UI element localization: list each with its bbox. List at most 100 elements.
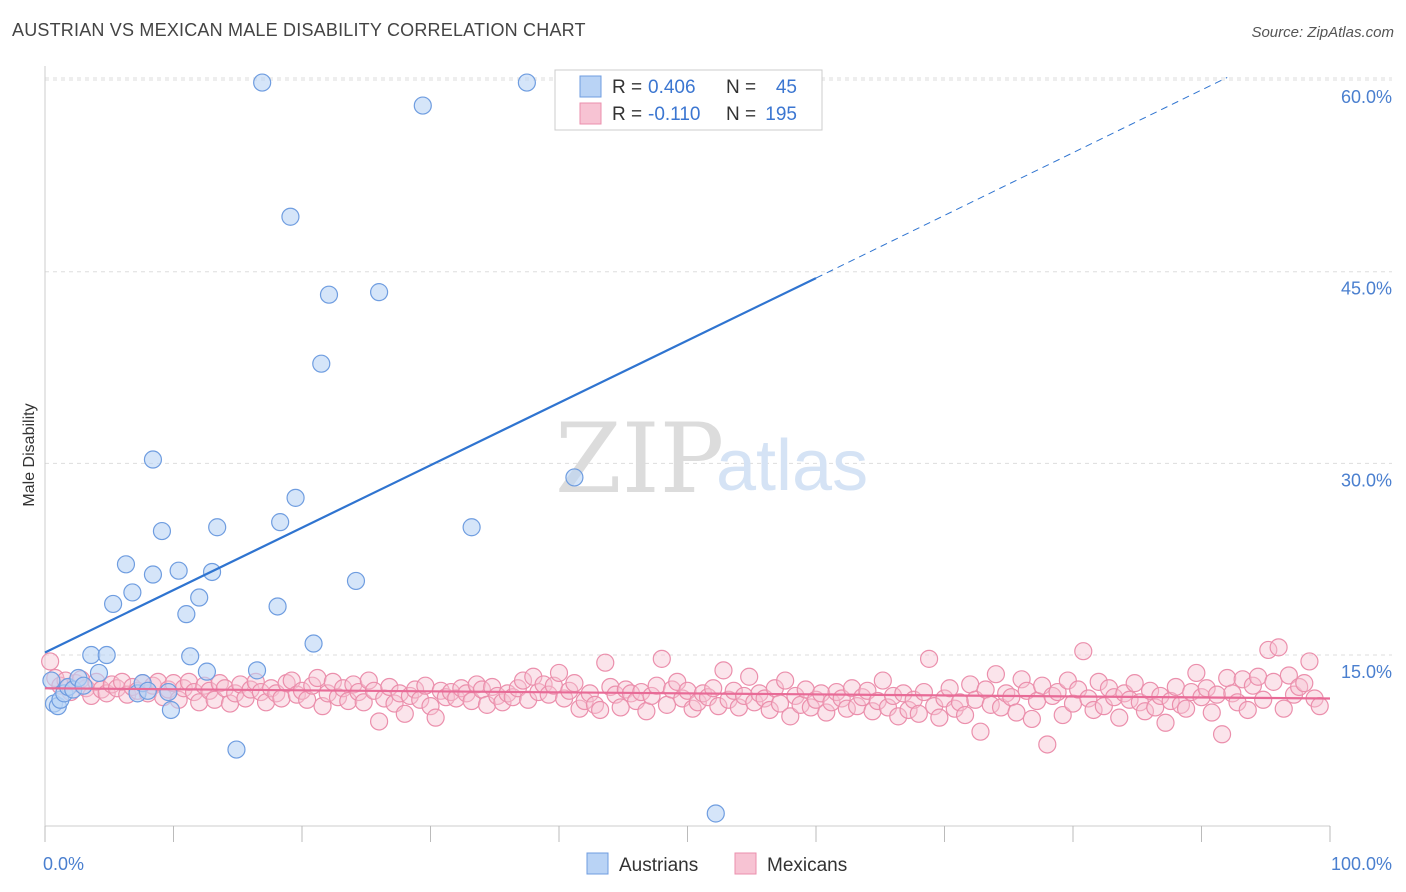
mexicans-point bbox=[986, 665, 1006, 684]
austrians-point bbox=[74, 676, 93, 695]
watermark-zip: ZIP bbox=[555, 403, 724, 515]
mexicans-point bbox=[652, 649, 671, 668]
mexicans-point bbox=[760, 700, 779, 720]
mexicans-point bbox=[930, 708, 949, 727]
mexicans-point bbox=[1248, 667, 1268, 686]
mexicans-point bbox=[1202, 703, 1221, 722]
mexicans-point bbox=[611, 698, 630, 717]
mexicans-point bbox=[1279, 666, 1298, 685]
mexicans-point bbox=[657, 695, 677, 714]
austrians-points bbox=[42, 73, 725, 823]
mexicans-point bbox=[878, 698, 898, 717]
mexicans-point bbox=[1156, 713, 1175, 732]
mexicans-point bbox=[405, 680, 425, 699]
austrians-point bbox=[190, 588, 209, 607]
mexicans-point bbox=[714, 661, 733, 680]
mexicans-point bbox=[513, 671, 533, 690]
legend-n-label-mexicans: N = bbox=[726, 104, 756, 125]
mexicans-point bbox=[1166, 677, 1185, 697]
source-label: Source: ZipAtlas.com bbox=[1251, 24, 1394, 41]
mexicans-point bbox=[447, 689, 466, 708]
y-tick-label-45: 45.0% bbox=[1341, 279, 1392, 299]
mexicans-point bbox=[205, 690, 224, 709]
mexicans-point bbox=[1212, 725, 1232, 744]
mexicans-point bbox=[231, 675, 250, 694]
austrians-point bbox=[104, 594, 123, 614]
mexicans-point bbox=[251, 682, 270, 702]
austrians-point bbox=[281, 207, 300, 226]
mexicans-point bbox=[971, 722, 990, 741]
austrians-point bbox=[181, 647, 200, 666]
mexicans-point bbox=[272, 689, 291, 708]
mexicans-point bbox=[1089, 672, 1108, 691]
austrians-point bbox=[169, 561, 188, 580]
mexicans-point bbox=[539, 685, 558, 704]
mexicans-point bbox=[421, 697, 440, 716]
series-legend: Austrians Mexicans bbox=[586, 852, 847, 876]
mexicans-point bbox=[1300, 652, 1319, 671]
mexicans-point bbox=[740, 667, 759, 686]
austrians-trend-extension bbox=[815, 77, 1228, 279]
mexicans-point bbox=[477, 695, 497, 714]
mexicans-point bbox=[1187, 663, 1206, 683]
series-legend-austrians: Austrians bbox=[619, 855, 698, 876]
mexicans-point bbox=[1218, 668, 1237, 688]
legend-n-austrians: 45 bbox=[776, 77, 797, 98]
mexicans-point bbox=[41, 652, 60, 671]
austrians-point bbox=[82, 645, 101, 665]
mexicans-point bbox=[668, 672, 687, 691]
austrians-point bbox=[286, 488, 305, 507]
mexicans-point bbox=[395, 704, 414, 723]
mexicans-point bbox=[1079, 689, 1098, 708]
mexicans-point bbox=[1074, 642, 1093, 661]
mexicans-point bbox=[1022, 709, 1041, 729]
series-legend-swatch-mexicans bbox=[734, 852, 757, 875]
austrians-point bbox=[462, 518, 481, 537]
austrians-point bbox=[517, 73, 536, 92]
mexicans-point bbox=[1310, 697, 1329, 716]
mexicans-point bbox=[863, 702, 882, 721]
mexicans-point bbox=[349, 682, 368, 702]
austrians-point bbox=[152, 521, 172, 541]
mexicans-point bbox=[256, 693, 276, 712]
austrians-point bbox=[565, 468, 584, 487]
mexicans-point bbox=[637, 702, 656, 721]
mexicans-point bbox=[1053, 705, 1072, 725]
austrians-point bbox=[143, 565, 163, 584]
mexicans-point bbox=[1135, 702, 1155, 721]
mexicans-point bbox=[210, 674, 229, 693]
austrians-point bbox=[138, 681, 157, 700]
watermark-atlas: atlas bbox=[716, 426, 868, 506]
austrians-point bbox=[271, 513, 290, 532]
mexicans-point bbox=[1146, 698, 1165, 717]
legend-r-mexicans: -0.110 bbox=[648, 104, 700, 125]
chart-title: AUSTRIAN VS MEXICAN MALE DISABILITY CORR… bbox=[12, 20, 586, 40]
mexicans-point bbox=[585, 695, 605, 714]
mexicans-point bbox=[925, 697, 944, 716]
gridlines bbox=[45, 77, 1392, 656]
austrians-point bbox=[268, 597, 287, 616]
mexicans-point bbox=[709, 697, 728, 716]
mexicans-point bbox=[909, 704, 928, 723]
austrians-point bbox=[159, 682, 178, 702]
mexicans-point bbox=[1151, 686, 1170, 706]
legend-swatch-mexicans bbox=[579, 102, 602, 125]
mexicans-point bbox=[642, 686, 661, 706]
austrians-point bbox=[161, 700, 181, 720]
x-tick-label-start: 0.0% bbox=[43, 854, 84, 874]
mexicans-point bbox=[190, 693, 209, 712]
mexicans-point bbox=[1002, 688, 1021, 707]
legend-swatch-austrians bbox=[579, 75, 602, 98]
legend-n-mexicans: 195 bbox=[765, 104, 797, 125]
mexicans-point bbox=[678, 681, 697, 700]
mexicans-point bbox=[719, 690, 738, 709]
mexicans-point bbox=[370, 712, 389, 731]
mexicans-point bbox=[354, 693, 373, 712]
mexicans-point bbox=[1125, 674, 1144, 693]
austrians-point bbox=[370, 283, 389, 302]
y-axis-label: Male Disability bbox=[21, 403, 38, 506]
trend-lines bbox=[44, 77, 1331, 700]
mexicans-point bbox=[596, 653, 615, 672]
mexicans-point bbox=[1254, 690, 1273, 709]
